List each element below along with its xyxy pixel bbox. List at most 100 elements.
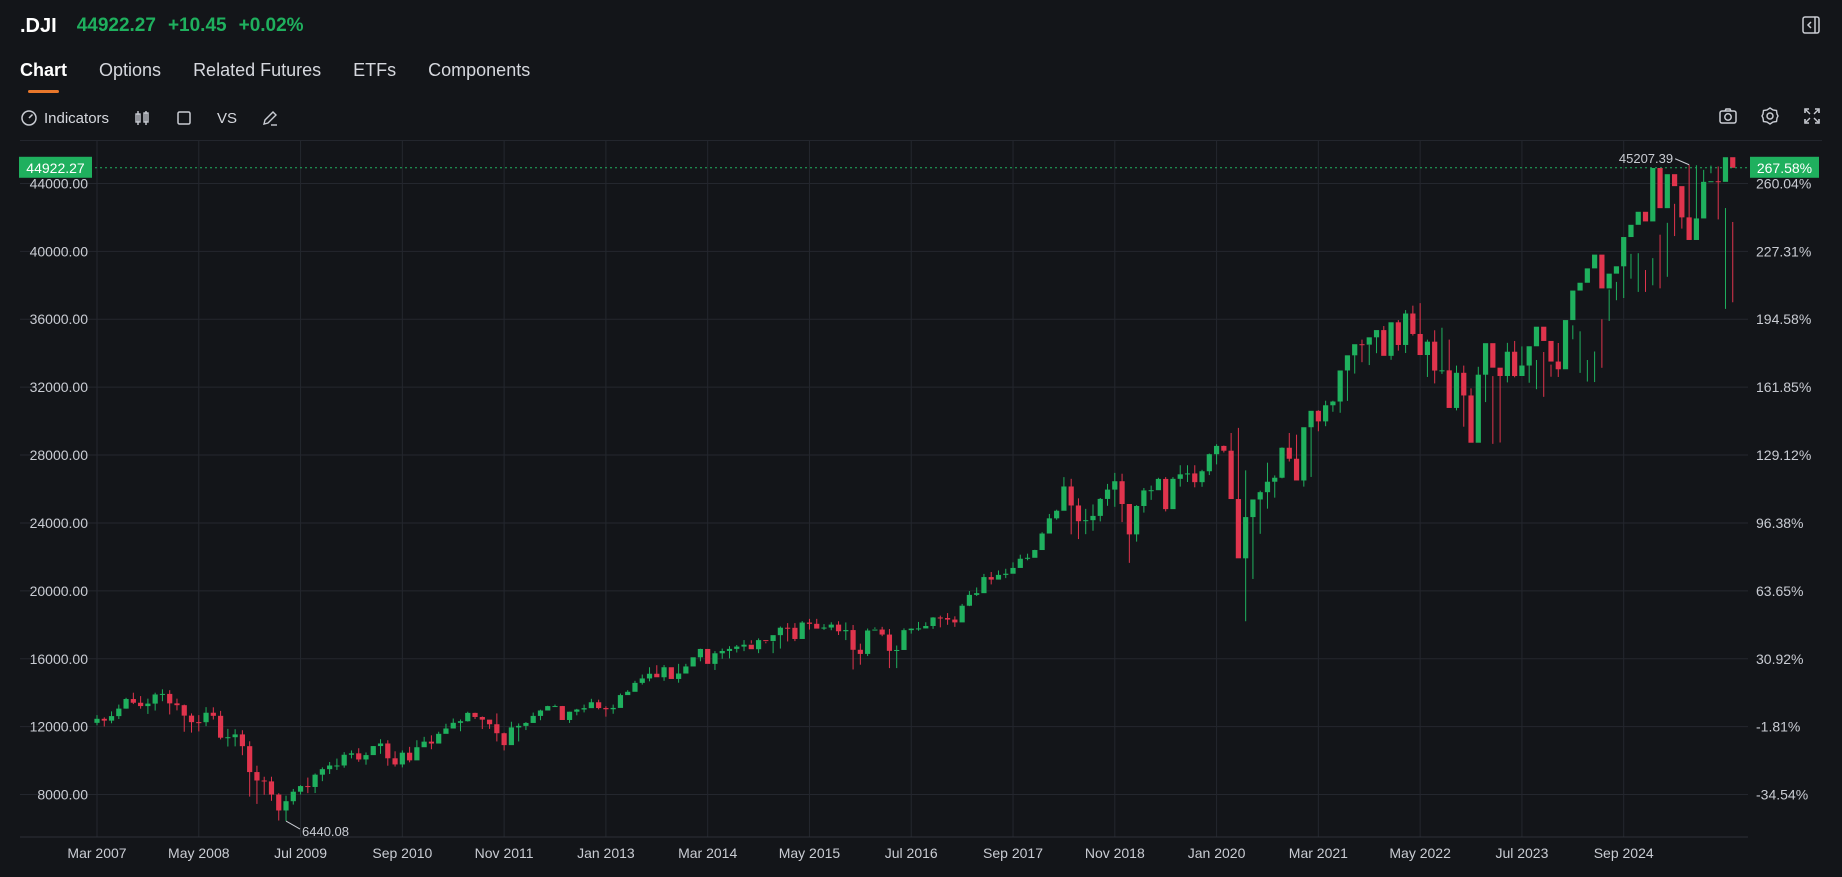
candle-body [1650, 167, 1656, 222]
candle-body [734, 646, 740, 649]
candle-body [988, 577, 994, 580]
candle-body [341, 754, 347, 766]
candle-body [821, 627, 827, 629]
candle-body [1221, 445, 1227, 451]
candle-body [639, 678, 645, 683]
price-change: +10.45 [167, 15, 227, 36]
candle-body [210, 712, 216, 716]
candle-body [1177, 474, 1183, 479]
candle-body [1046, 518, 1052, 534]
candle-body [1562, 320, 1569, 370]
candle-body [1526, 346, 1532, 366]
candle-body [508, 727, 514, 746]
draw-button[interactable] [261, 109, 279, 127]
candle-body [1163, 478, 1169, 510]
candle-body [894, 649, 900, 651]
candle-body [1403, 313, 1409, 345]
candle-body [603, 708, 609, 710]
candle-body [305, 786, 311, 788]
candle-body [1606, 273, 1612, 289]
tab-components[interactable]: Components [428, 60, 531, 80]
camera-icon[interactable] [1718, 106, 1738, 126]
gear-icon[interactable] [1760, 106, 1780, 126]
candle-body [850, 630, 856, 650]
candle-body [879, 629, 885, 635]
pct-tick-label: 161.85% [1756, 379, 1811, 395]
candle-body [1264, 481, 1271, 493]
candle-body [1453, 372, 1460, 408]
candle-body [908, 628, 914, 631]
x-tick-label: May 2022 [1389, 845, 1451, 861]
high-label: 45207.39 [1619, 151, 1673, 166]
last-price-tag-label: 44922.27 [26, 160, 85, 176]
candle-body [1054, 510, 1060, 519]
candle-body [1701, 181, 1707, 219]
tab-options[interactable]: Options [99, 60, 162, 80]
candle-body [1570, 290, 1576, 321]
candle-body [632, 682, 638, 692]
candle-body [1148, 490, 1154, 492]
candle-body [1475, 374, 1481, 443]
candle-body [1395, 322, 1401, 345]
candle-body [741, 644, 747, 647]
grid-lines [20, 141, 1748, 837]
candle-body [494, 724, 500, 734]
candle-body [1359, 344, 1365, 346]
candle-body [239, 734, 245, 747]
candle-body [697, 648, 704, 658]
candle-body [1032, 550, 1038, 558]
candle-body [748, 644, 754, 650]
toolbar-separator [20, 140, 1822, 141]
candle-body [596, 702, 602, 709]
compare-box-button[interactable] [175, 109, 193, 127]
candle-body [217, 715, 224, 738]
tab-etfs[interactable]: ETFs [353, 60, 397, 80]
candle-body [981, 577, 987, 594]
candle-body [886, 634, 893, 651]
candle-body [1592, 254, 1598, 269]
candle-body [1104, 489, 1111, 499]
candle-body [159, 693, 166, 695]
candle-body [763, 640, 769, 642]
candle-body [1090, 515, 1096, 521]
candle-body [1439, 370, 1445, 372]
candle-body [1722, 157, 1729, 182]
tab-related-futures[interactable]: Related Futures [193, 60, 322, 80]
candle-body [334, 765, 340, 767]
y-tick-label: 28000.00 [30, 447, 89, 463]
chart-toolbar: Indicators VS [20, 104, 279, 132]
candle-body [1504, 351, 1510, 376]
pct-tick-label: 227.31% [1756, 243, 1811, 259]
x-tick-label: Sep 2010 [372, 845, 432, 861]
candle-body [268, 781, 275, 795]
x-tick-label: Jul 2016 [885, 845, 938, 861]
candle-body [1715, 181, 1721, 183]
candle-body [421, 741, 427, 748]
pencil-icon [263, 111, 278, 126]
candle-body [545, 706, 551, 711]
x-tick-label: Jan 2013 [577, 845, 635, 861]
candle-body [552, 706, 558, 708]
collapse-panel-icon[interactable] [1800, 14, 1822, 36]
candle-body [1461, 372, 1467, 396]
candle-body [1693, 218, 1699, 240]
candle-body [1344, 355, 1351, 371]
x-tick-label: May 2008 [168, 845, 230, 861]
candle-body [1388, 322, 1394, 356]
candle-body [1577, 282, 1583, 291]
square-icon [177, 111, 191, 125]
candle-body [995, 574, 1002, 580]
fullscreen-icon[interactable] [1802, 106, 1822, 126]
candle-body [835, 624, 842, 632]
candle-body [770, 635, 776, 642]
vs-button[interactable]: VS [217, 109, 238, 127]
candle-body [1628, 224, 1634, 238]
candle-type-button[interactable] [133, 109, 151, 127]
candle-body [1315, 410, 1321, 422]
tab-chart[interactable]: Chart [20, 60, 67, 93]
indicators-button[interactable]: Indicators [20, 109, 109, 127]
candle-body [1468, 395, 1474, 443]
candle-body [1664, 174, 1670, 209]
y-tick-label: 16000.00 [30, 651, 89, 667]
